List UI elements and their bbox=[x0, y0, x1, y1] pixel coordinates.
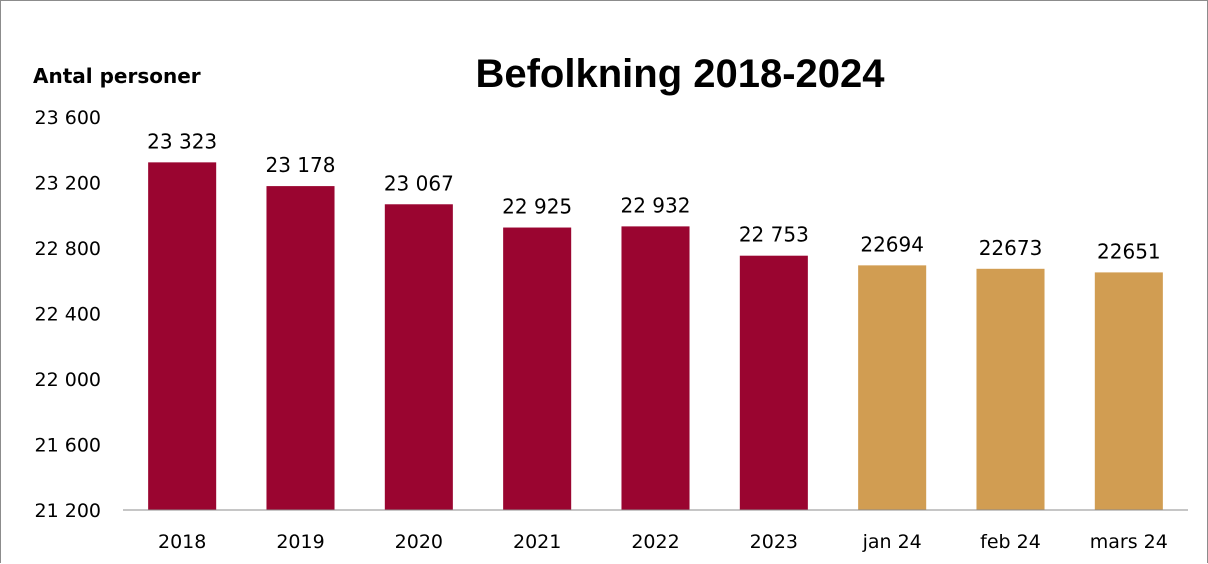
x-tick-label: feb 24 bbox=[980, 531, 1041, 553]
data-label: 22673 bbox=[979, 236, 1043, 260]
data-label: 22 753 bbox=[739, 223, 809, 247]
data-label: 23 067 bbox=[384, 171, 454, 195]
y-tick-label: 23 600 bbox=[35, 107, 101, 129]
x-tick-label: 2018 bbox=[158, 531, 206, 553]
bar bbox=[503, 227, 572, 510]
y-tick-label: 23 200 bbox=[35, 173, 101, 195]
y-tick-label: 22 000 bbox=[35, 369, 101, 391]
data-label: 22 932 bbox=[621, 193, 691, 217]
x-tick-label: 2023 bbox=[750, 531, 798, 553]
bar bbox=[739, 255, 808, 510]
bar bbox=[266, 186, 335, 511]
bar bbox=[384, 204, 453, 510]
y-axis-ticks: 21 200 21 600 22 000 22 400 22 800 23 200 23 6… bbox=[35, 107, 101, 522]
y-tick-label: 21 200 bbox=[35, 500, 101, 522]
bar bbox=[976, 268, 1045, 510]
x-tick-label: 2022 bbox=[631, 531, 679, 553]
x-tick-label: mars 24 bbox=[1090, 531, 1168, 553]
y-tick-label: 22 800 bbox=[35, 238, 101, 260]
data-label: 22 925 bbox=[502, 195, 572, 219]
data-label: 22651 bbox=[1097, 239, 1161, 263]
y-tick-label: 22 400 bbox=[35, 304, 101, 326]
x-axis-ticks: 2018 2019 2020 2021 2022 2023 jan 24 feb 24 mars… bbox=[158, 531, 1168, 553]
y-tick-label: 21 600 bbox=[35, 435, 101, 457]
data-label: 22694 bbox=[860, 232, 924, 256]
data-labels-group: 23 323 23 178 23 067 22 925 22 932 22 753 2269… bbox=[147, 129, 1160, 263]
data-label: 23 178 bbox=[266, 153, 336, 177]
bar bbox=[1094, 272, 1163, 510]
x-tick-label: jan 24 bbox=[862, 531, 922, 553]
bar bbox=[858, 265, 927, 510]
bar bbox=[621, 226, 690, 510]
bars-group bbox=[148, 162, 1163, 511]
x-tick-label: 2019 bbox=[276, 531, 324, 553]
x-tick-label: 2020 bbox=[395, 531, 443, 553]
x-tick-label: 2021 bbox=[513, 531, 561, 553]
data-label: 23 323 bbox=[147, 129, 217, 153]
y-axis-label: Antal personer bbox=[33, 64, 201, 88]
chart-title: Befolkning 2018-2024 bbox=[475, 52, 885, 96]
bar bbox=[148, 162, 217, 510]
